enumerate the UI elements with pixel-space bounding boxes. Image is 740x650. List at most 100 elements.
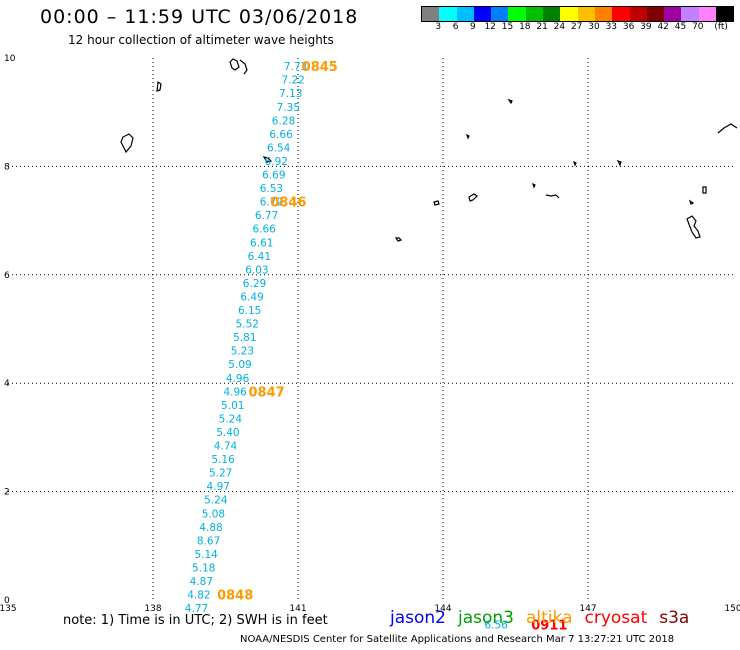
coastlines bbox=[120, 58, 738, 242]
swh-value: 6.41 bbox=[248, 251, 271, 263]
legend-label: 70 bbox=[692, 22, 704, 32]
footnote: note: 1) Time is in UTC; 2) SWH is in fe… bbox=[63, 613, 328, 628]
legend-swatch bbox=[456, 7, 474, 21]
y-tick-label: 0 bbox=[4, 596, 10, 606]
legend-label: 15 bbox=[501, 22, 514, 32]
x-tick-label: 150 bbox=[724, 604, 740, 614]
swh-value: 5.23 bbox=[231, 346, 254, 358]
swh-value: 4.74 bbox=[214, 441, 238, 453]
satellite-jason3-label: jason3 bbox=[458, 608, 514, 628]
pass-time-label: 0846 bbox=[270, 196, 306, 211]
island-outline bbox=[688, 199, 695, 205]
satellite-altika-label: altika bbox=[526, 608, 573, 628]
island-outline bbox=[702, 186, 707, 194]
island-outline bbox=[229, 58, 240, 71]
pass-time-label: 0845 bbox=[302, 60, 338, 75]
swh-value: 5.40 bbox=[216, 427, 239, 439]
legend-swatch bbox=[612, 7, 630, 21]
legend-label: 18 bbox=[519, 22, 531, 32]
swh-value: 8.67 bbox=[197, 535, 220, 547]
legend-label: 39 bbox=[640, 22, 652, 32]
island-outline bbox=[507, 98, 513, 105]
legend-label: 33 bbox=[605, 22, 618, 32]
page-title: 00:00 – 11:59 UTC 03/06/2018 bbox=[40, 6, 359, 28]
legend-label: 36 bbox=[622, 22, 635, 32]
legend-label: 42 bbox=[657, 22, 669, 32]
legend-swatch bbox=[664, 7, 682, 21]
y-tick-label: 10 bbox=[4, 54, 16, 64]
x-tick-label: 135 bbox=[0, 604, 17, 614]
swh-value: 4.96 bbox=[226, 373, 250, 385]
swh-value: 5.08 bbox=[202, 508, 225, 520]
swh-value: 6.92 bbox=[265, 156, 288, 168]
time-labels: 0845 0846 0847 0848 0911 bbox=[217, 60, 567, 633]
page-subtitle: 12 hour collection of altimeter wave hei… bbox=[68, 33, 334, 47]
legend-swatch bbox=[508, 7, 526, 21]
swh-value: 4.82 bbox=[187, 590, 210, 602]
legend-swatch bbox=[577, 7, 595, 21]
island-outline bbox=[156, 80, 162, 92]
swh-value: 6.61 bbox=[250, 237, 273, 249]
x-tick-label: 141 bbox=[289, 604, 306, 614]
x-tick-label: 138 bbox=[144, 604, 161, 614]
credit-line: NOAA/NESDIS Center for Satellite Applica… bbox=[240, 634, 675, 645]
y-tick-label: 8 bbox=[4, 162, 10, 172]
swh-value: 6.72 bbox=[260, 197, 283, 209]
color-legend-labels: 3 6 9 12 15 18 21 24 27 30 33 36 39 42 45 70 (ft) bbox=[421, 22, 740, 34]
legend-swatch bbox=[439, 7, 457, 21]
legend-swatch bbox=[543, 7, 561, 21]
legend-label: (ft) bbox=[714, 22, 728, 32]
swh-value: 4.97 bbox=[207, 481, 230, 493]
swh-value: 5.14 bbox=[194, 549, 218, 561]
legend-label: 9 bbox=[470, 22, 476, 32]
swh-value: 6.77 bbox=[255, 210, 278, 222]
legend-label: 3 bbox=[435, 22, 442, 32]
swh-points: 7.737.227.137.356.286.666.546.926.696.53… bbox=[185, 61, 508, 631]
island-outline bbox=[394, 237, 403, 242]
island-outline bbox=[572, 160, 577, 167]
swh-value: 5.24 bbox=[219, 413, 243, 425]
swh-value: 7.13 bbox=[279, 88, 302, 100]
island-outline bbox=[120, 133, 134, 154]
swh-value: 6.56 bbox=[484, 619, 508, 631]
swh-value: 6.29 bbox=[243, 278, 266, 290]
legend-label: 6 bbox=[452, 22, 459, 32]
swh-value: 4.96 bbox=[223, 386, 247, 398]
swh-value: 6.66 bbox=[269, 129, 293, 141]
legend-swatch bbox=[716, 7, 734, 21]
island-outline bbox=[465, 133, 470, 140]
legend-label: 21 bbox=[536, 22, 548, 32]
swh-value: 4.87 bbox=[190, 576, 213, 588]
pass-time-label: 0911 bbox=[531, 618, 567, 633]
island-outline bbox=[545, 194, 560, 199]
legend-label: 12 bbox=[484, 22, 496, 32]
swh-value: 6.69 bbox=[262, 170, 285, 182]
island-outline bbox=[531, 182, 536, 189]
legend-swatch bbox=[560, 7, 578, 21]
satellite-cryosat-label: cryosat bbox=[584, 608, 648, 628]
swh-value: 7.22 bbox=[281, 75, 304, 87]
satellite-jason2-label: jason2 bbox=[390, 608, 446, 628]
satellite-s3a-label: s3a bbox=[659, 608, 690, 628]
island-outline bbox=[262, 156, 273, 163]
x-tick-label: 147 bbox=[579, 604, 596, 614]
swh-value: 5.27 bbox=[209, 468, 232, 480]
pass-time-label: 0848 bbox=[217, 589, 253, 604]
y-tick-label: 4 bbox=[4, 379, 10, 389]
pass-time-label: 0847 bbox=[248, 385, 284, 400]
island-outline bbox=[686, 215, 701, 239]
legend-swatch bbox=[491, 7, 509, 21]
swh-value: 6.03 bbox=[245, 264, 268, 276]
swh-value: 6.28 bbox=[272, 115, 295, 127]
legend-swatch bbox=[525, 7, 544, 21]
swh-value: 5.01 bbox=[221, 400, 244, 412]
swh-value: 6.54 bbox=[267, 142, 291, 154]
swh-value: 5.81 bbox=[233, 332, 256, 344]
swh-value: 6.53 bbox=[260, 183, 283, 195]
island-outline bbox=[468, 193, 478, 202]
swh-value: 6.49 bbox=[240, 291, 263, 303]
island-outline bbox=[616, 159, 622, 167]
swh-value: 5.16 bbox=[211, 454, 235, 466]
x-tick-label: 144 bbox=[434, 604, 451, 614]
